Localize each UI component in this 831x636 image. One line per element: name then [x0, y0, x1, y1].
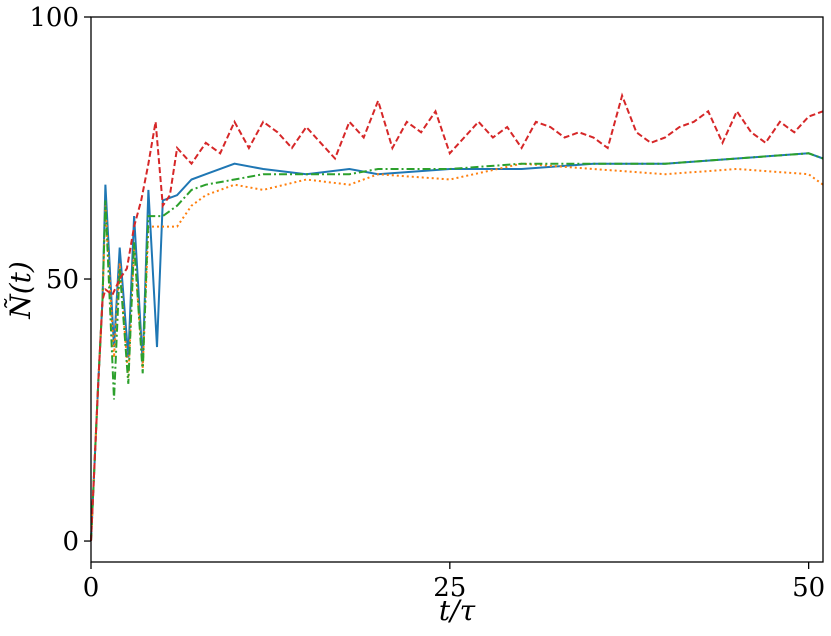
y-axis-label: Ñ(t) [4, 261, 37, 320]
x-axis-label: t/τ [439, 594, 476, 627]
y-tick-label: 0 [62, 527, 79, 557]
y-tick-label: 100 [29, 3, 79, 33]
x-tick-label: 25 [433, 573, 466, 603]
x-tick-label: 50 [792, 573, 825, 603]
y-tick-label: 50 [46, 265, 79, 295]
x-tick-label: 0 [83, 573, 100, 603]
series-line-1 [90, 152, 824, 542]
x-axis: 0 25 50 [83, 562, 825, 603]
series-line-2 [90, 162, 824, 542]
plot-frame [90, 16, 824, 563]
y-axis: 0 50 100 [29, 3, 91, 557]
series-line-4 [90, 92, 824, 542]
series-line-3 [90, 152, 824, 542]
series-layer [90, 92, 824, 542]
